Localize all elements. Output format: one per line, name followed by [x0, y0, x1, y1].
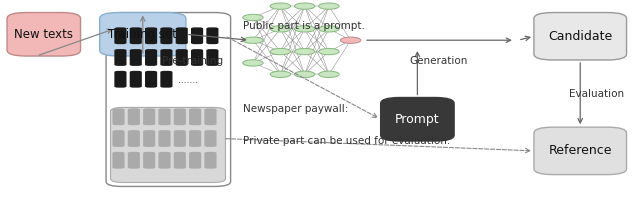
- FancyBboxPatch shape: [534, 13, 627, 60]
- FancyBboxPatch shape: [111, 107, 225, 182]
- Circle shape: [243, 37, 263, 43]
- FancyBboxPatch shape: [145, 27, 157, 44]
- FancyBboxPatch shape: [143, 108, 156, 125]
- Text: Training set: Training set: [108, 28, 177, 41]
- FancyBboxPatch shape: [159, 130, 171, 147]
- Text: Pre-training: Pre-training: [162, 56, 223, 66]
- Circle shape: [340, 37, 361, 43]
- FancyBboxPatch shape: [161, 49, 173, 66]
- FancyBboxPatch shape: [206, 27, 218, 44]
- Circle shape: [294, 48, 315, 55]
- Text: Private part can be used for evaluation.: Private part can be used for evaluation.: [243, 136, 451, 145]
- FancyBboxPatch shape: [130, 27, 142, 44]
- FancyBboxPatch shape: [7, 13, 81, 56]
- FancyBboxPatch shape: [106, 13, 230, 186]
- FancyBboxPatch shape: [143, 152, 156, 169]
- FancyBboxPatch shape: [204, 108, 216, 125]
- FancyBboxPatch shape: [534, 127, 627, 175]
- Text: Evaluation: Evaluation: [568, 89, 624, 99]
- FancyBboxPatch shape: [145, 49, 157, 66]
- Circle shape: [294, 26, 315, 32]
- FancyBboxPatch shape: [189, 152, 201, 169]
- Circle shape: [270, 71, 291, 77]
- FancyBboxPatch shape: [143, 130, 156, 147]
- FancyBboxPatch shape: [161, 27, 173, 44]
- FancyBboxPatch shape: [115, 27, 127, 44]
- FancyBboxPatch shape: [173, 108, 186, 125]
- FancyBboxPatch shape: [204, 152, 216, 169]
- Circle shape: [294, 71, 315, 77]
- FancyBboxPatch shape: [206, 49, 218, 66]
- Text: Newspaper paywall:: Newspaper paywall:: [243, 104, 349, 114]
- FancyBboxPatch shape: [100, 13, 186, 56]
- FancyBboxPatch shape: [204, 130, 216, 147]
- Circle shape: [270, 48, 291, 55]
- Circle shape: [270, 3, 291, 9]
- Text: .......: .......: [177, 76, 198, 85]
- FancyBboxPatch shape: [130, 71, 142, 88]
- FancyBboxPatch shape: [175, 49, 188, 66]
- Text: New texts: New texts: [14, 28, 74, 41]
- FancyBboxPatch shape: [145, 71, 157, 88]
- Text: Public part is a prompt.: Public part is a prompt.: [243, 21, 365, 31]
- FancyBboxPatch shape: [130, 49, 142, 66]
- Circle shape: [319, 48, 339, 55]
- Text: Reference: Reference: [548, 144, 612, 157]
- FancyBboxPatch shape: [159, 152, 171, 169]
- FancyBboxPatch shape: [115, 71, 127, 88]
- FancyBboxPatch shape: [113, 130, 125, 147]
- FancyBboxPatch shape: [113, 152, 125, 169]
- FancyBboxPatch shape: [113, 108, 125, 125]
- Circle shape: [319, 71, 339, 77]
- Text: Generation: Generation: [409, 56, 467, 66]
- Circle shape: [243, 60, 263, 66]
- FancyBboxPatch shape: [173, 130, 186, 147]
- Circle shape: [270, 26, 291, 32]
- FancyBboxPatch shape: [173, 152, 186, 169]
- Text: Candidate: Candidate: [548, 30, 612, 43]
- FancyBboxPatch shape: [191, 27, 203, 44]
- FancyBboxPatch shape: [115, 49, 127, 66]
- FancyBboxPatch shape: [381, 98, 454, 141]
- FancyBboxPatch shape: [159, 108, 171, 125]
- FancyBboxPatch shape: [128, 130, 140, 147]
- FancyBboxPatch shape: [128, 108, 140, 125]
- Circle shape: [294, 3, 315, 9]
- FancyBboxPatch shape: [175, 27, 188, 44]
- FancyBboxPatch shape: [128, 152, 140, 169]
- FancyBboxPatch shape: [189, 130, 201, 147]
- Circle shape: [319, 3, 339, 9]
- FancyBboxPatch shape: [189, 108, 201, 125]
- Text: Prompt: Prompt: [395, 113, 440, 126]
- FancyBboxPatch shape: [161, 71, 173, 88]
- FancyBboxPatch shape: [191, 49, 203, 66]
- Circle shape: [319, 26, 339, 32]
- Circle shape: [243, 14, 263, 21]
